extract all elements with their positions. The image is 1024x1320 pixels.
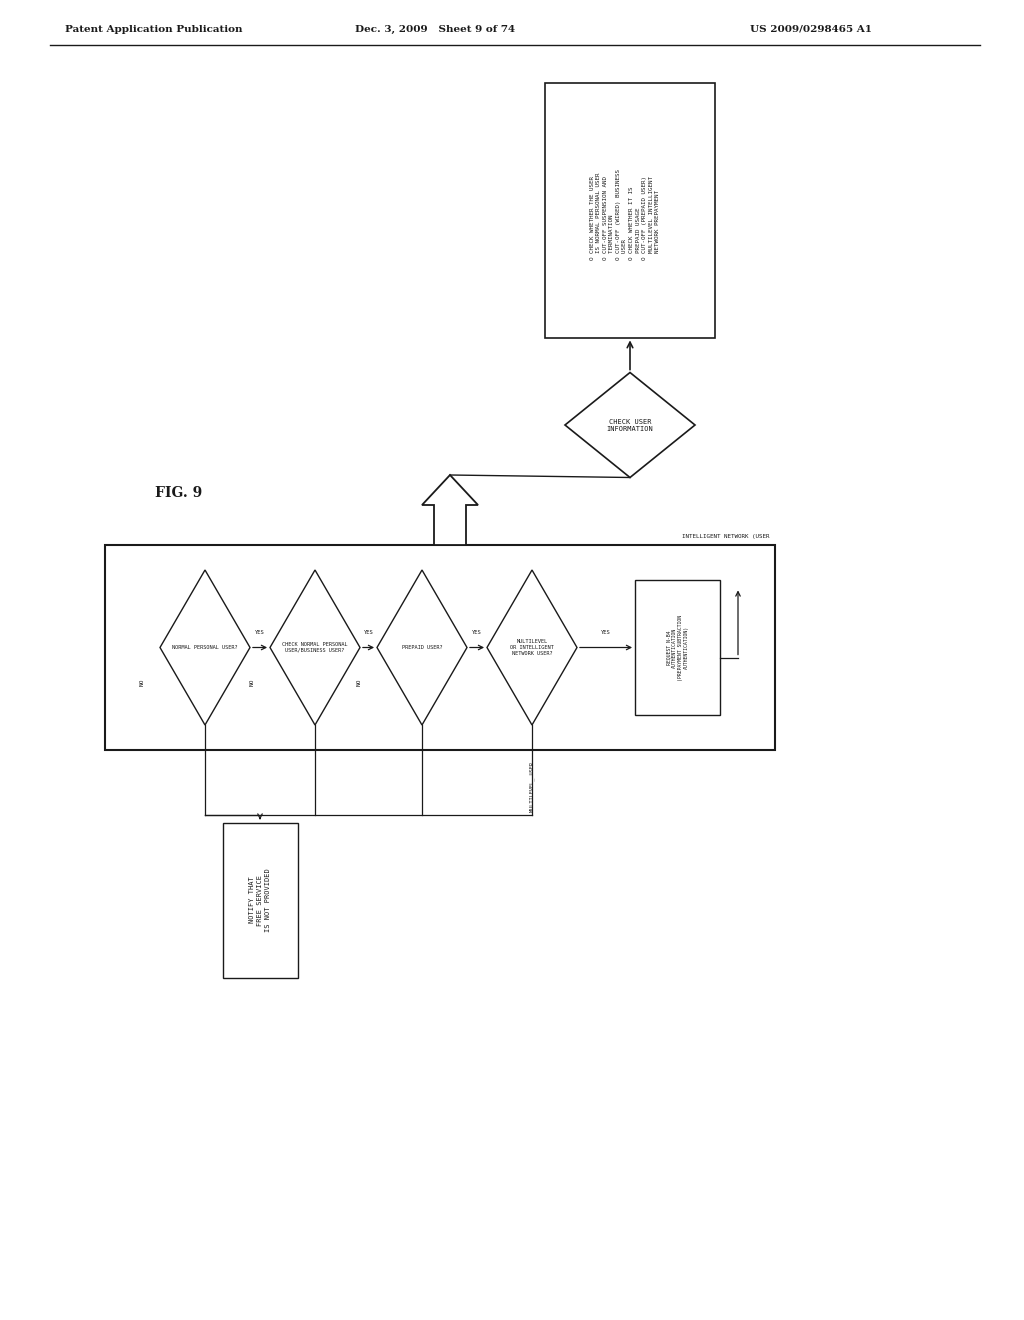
Text: PREPAID USER?: PREPAID USER? bbox=[401, 645, 442, 649]
Text: O CHECK WHETHER THE USER
  IS NORMAL PERSONAL USER
O CUT-OFF SUSPENSION AND
  TE: O CHECK WHETHER THE USER IS NORMAL PERSO… bbox=[590, 169, 660, 260]
Polygon shape bbox=[565, 372, 695, 478]
Text: NO: NO bbox=[139, 678, 144, 686]
Text: CHECK USER
INFORMATION: CHECK USER INFORMATION bbox=[606, 418, 653, 432]
Text: YES: YES bbox=[364, 631, 374, 635]
Polygon shape bbox=[487, 570, 577, 725]
Text: MULTILEVEL_ USER: MULTILEVEL_ USER bbox=[529, 762, 535, 812]
Text: NO: NO bbox=[356, 678, 361, 686]
Bar bbox=[545, 82, 715, 338]
Text: FIG. 9: FIG. 9 bbox=[155, 486, 203, 500]
Bar bbox=[105, 545, 775, 750]
Polygon shape bbox=[377, 570, 467, 725]
Bar bbox=[222, 822, 298, 978]
Text: NOTIFY THAT
FREE SERVICE
IS NOT PROVIDED: NOTIFY THAT FREE SERVICE IS NOT PROVIDED bbox=[250, 869, 270, 932]
Polygon shape bbox=[422, 475, 478, 545]
Text: CHECK NORMAL PERSONAL
USER/BUSINESS USER?: CHECK NORMAL PERSONAL USER/BUSINESS USER… bbox=[283, 642, 348, 653]
Polygon shape bbox=[160, 570, 250, 725]
Text: NORMAL PERSONAL USER?: NORMAL PERSONAL USER? bbox=[172, 645, 238, 649]
Text: YES: YES bbox=[255, 631, 265, 635]
Text: US 2009/0298465 A1: US 2009/0298465 A1 bbox=[750, 25, 872, 34]
Polygon shape bbox=[270, 570, 360, 725]
Text: YES: YES bbox=[601, 631, 611, 635]
Text: Patent Application Publication: Patent Application Publication bbox=[65, 25, 243, 34]
Text: YES: YES bbox=[472, 631, 482, 635]
Bar bbox=[635, 579, 720, 715]
Text: INTELLIGENT NETWORK (USER: INTELLIGENT NETWORK (USER bbox=[683, 535, 770, 539]
Text: MULTILEVEL
OR INTELLIGENT
NETWORK USER?: MULTILEVEL OR INTELLIGENT NETWORK USER? bbox=[510, 639, 554, 656]
Text: Dec. 3, 2009   Sheet 9 of 74: Dec. 3, 2009 Sheet 9 of 74 bbox=[355, 25, 515, 34]
Text: NO: NO bbox=[250, 678, 255, 686]
Text: REQUEST N-B4
AUTHENTICATION
(PREPAYMENT SUBTRACTION
AUTHENTICATION): REQUEST N-B4 AUTHENTICATION (PREPAYMENT … bbox=[667, 614, 689, 681]
